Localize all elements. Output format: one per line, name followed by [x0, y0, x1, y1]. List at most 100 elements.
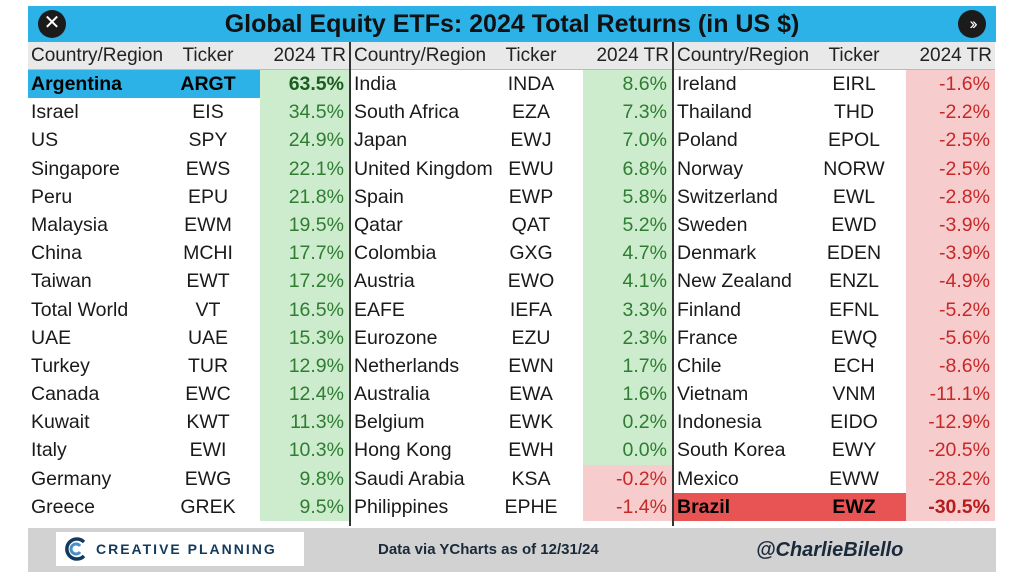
- ticker: THD: [833, 101, 875, 124]
- country-name: Netherlands: [354, 354, 460, 377]
- return-value: 12.4%: [260, 380, 349, 409]
- ticker: EPU: [187, 185, 229, 208]
- table-row: Poland EPOL -2.5%: [674, 126, 995, 155]
- table-row: Austria EWO 4.1%: [351, 267, 672, 296]
- table-header: Country/Region Ticker 2024 TR: [674, 42, 995, 70]
- country-name: Philippines: [354, 495, 449, 518]
- table-row: Eurozone EZU 2.3%: [351, 323, 672, 352]
- return-value: -11.1%: [906, 380, 995, 409]
- table-row: Greece GREK 9.5%: [28, 492, 349, 521]
- ticker: EIS: [192, 101, 224, 124]
- table-row: Belgium EWK 0.2%: [351, 408, 672, 437]
- return-value: 7.3%: [583, 98, 672, 127]
- source-note: Data via YCharts as of 12/31/24: [378, 541, 599, 558]
- table-column-1: Country/Region Ticker 2024 TR Argentina ARGT…: [28, 42, 349, 526]
- table-row: Peru EPU 21.8%: [28, 182, 349, 211]
- table-row: Malaysia EWM 19.5%: [28, 210, 349, 240]
- return-value: -8.6%: [906, 351, 995, 381]
- table-row: Ireland EIRL -1.6%: [674, 70, 995, 99]
- return-value: 11.3%: [260, 408, 349, 437]
- country-name: UAE: [31, 326, 72, 349]
- column-divider: [672, 42, 674, 526]
- country-name: Belgium: [354, 411, 425, 434]
- table-row: Kuwait KWT 11.3%: [28, 408, 349, 437]
- table-row: India INDA 8.6%: [351, 70, 672, 99]
- table-row: South Africa EZA 7.3%: [351, 98, 672, 127]
- table-row: Chile ECH -8.6%: [674, 351, 995, 381]
- return-value: -12.9%: [906, 408, 995, 437]
- table-row: EAFE IEFA 3.3%: [351, 295, 672, 324]
- ticker: EPOL: [827, 129, 881, 152]
- ticker: EWL: [832, 185, 876, 208]
- country-name: Brazil: [677, 495, 731, 518]
- table-row: Denmark EDEN -3.9%: [674, 239, 995, 268]
- table-row: Brazil EWZ -30.5%: [674, 492, 995, 521]
- close-icon[interactable]: ✕: [38, 10, 66, 38]
- table-row: Argentina ARGT 63.5%: [28, 70, 349, 99]
- country-name: Chile: [677, 354, 722, 377]
- country-name: Argentina: [31, 73, 123, 95]
- ticker: IEFA: [509, 298, 553, 321]
- country-name: Denmark: [677, 242, 757, 265]
- table-column-3: Country/Region Ticker 2024 TR Ireland EIRL -1…: [674, 42, 995, 526]
- table-row: Netherlands EWN 1.7%: [351, 351, 672, 381]
- country-name: Qatar: [354, 213, 403, 236]
- country-name: Germany: [31, 467, 112, 490]
- header-return: 2024 TR: [596, 45, 669, 66]
- table-row: United Kingdom EWU 6.8%: [351, 154, 672, 183]
- ticker: EZU: [511, 326, 551, 349]
- table-row: New Zealand ENZL -4.9%: [674, 267, 995, 296]
- country-name: Japan: [354, 129, 408, 152]
- return-value: -4.9%: [906, 267, 995, 296]
- country-name: Israel: [31, 101, 79, 124]
- title-bar: ✕ Global Equity ETFs: 2024 Total Returns…: [28, 6, 996, 42]
- country-name: France: [677, 326, 738, 349]
- ticker: TUR: [187, 354, 229, 377]
- table-row: Norway NORW -2.5%: [674, 154, 995, 183]
- ticker: VNM: [832, 383, 876, 406]
- return-value: 34.5%: [260, 98, 349, 127]
- country-name: Sweden: [677, 213, 748, 236]
- return-value: -20.5%: [906, 436, 995, 465]
- ticker: ARGT: [180, 73, 236, 95]
- country-name: South Africa: [354, 101, 460, 124]
- header-ticker: Ticker: [182, 45, 234, 66]
- table-row: Sweden EWD -3.9%: [674, 210, 995, 240]
- ticker: SPY: [188, 129, 228, 152]
- country-name: Greece: [31, 495, 95, 518]
- double-chevron-right-icon[interactable]: ››: [958, 10, 986, 38]
- table-row: Spain EWP 5.8%: [351, 182, 672, 211]
- ticker: EWC: [185, 383, 231, 406]
- ticker: EWO: [507, 270, 555, 293]
- ticker: EWS: [185, 157, 231, 180]
- return-value: 0.0%: [583, 436, 672, 465]
- ticker: ECH: [833, 354, 875, 377]
- table-row: Colombia GXG 4.7%: [351, 239, 672, 268]
- return-value: 3.3%: [583, 295, 672, 324]
- country-name: Taiwan: [31, 270, 92, 293]
- return-value: -2.5%: [906, 154, 995, 183]
- country-name: Thailand: [677, 101, 752, 124]
- ticker: MCHI: [183, 242, 233, 265]
- table-row: Qatar QAT 5.2%: [351, 210, 672, 240]
- ticker: EWQ: [830, 326, 878, 349]
- ticker: INDA: [507, 73, 555, 95]
- table-row: Australia EWA 1.6%: [351, 380, 672, 409]
- header-return: 2024 TR: [919, 45, 992, 66]
- table-row: Israel EIS 34.5%: [28, 98, 349, 127]
- return-value: -2.5%: [906, 126, 995, 155]
- country-name: New Zealand: [677, 270, 792, 293]
- return-value: 9.5%: [260, 492, 349, 521]
- country-name: Indonesia: [677, 411, 762, 434]
- table-row: Canada EWC 12.4%: [28, 380, 349, 409]
- table-row: Germany EWG 9.8%: [28, 464, 349, 493]
- column-divider: [349, 42, 351, 526]
- ticker: EWW: [829, 467, 879, 490]
- return-value: 17.2%: [260, 267, 349, 296]
- return-value: 17.7%: [260, 239, 349, 268]
- ticker: EWM: [184, 213, 232, 236]
- ticker: EFNL: [829, 298, 879, 321]
- table-row: Switzerland EWL -2.8%: [674, 182, 995, 211]
- return-value: 9.8%: [260, 464, 349, 493]
- return-value: 63.5%: [260, 70, 349, 99]
